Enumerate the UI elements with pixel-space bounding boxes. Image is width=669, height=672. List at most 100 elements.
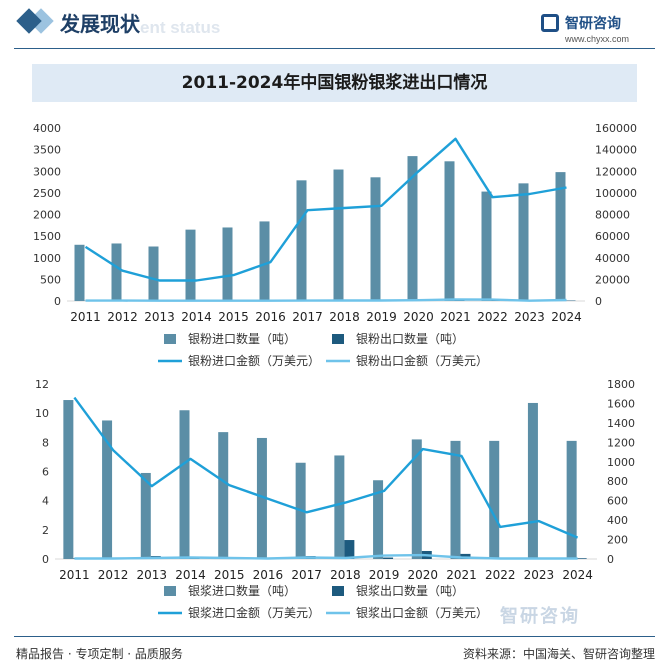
bar [444, 161, 455, 301]
y-left-tick-label: 0 [42, 553, 49, 566]
y-left-tick-label: 12 [35, 378, 49, 391]
y-right-tick-label: 1400 [607, 417, 635, 430]
y-left-tick-label: 6 [42, 466, 49, 479]
x-tick-label: 2019 [369, 568, 400, 582]
series-line [85, 298, 567, 302]
legend-swatch [164, 334, 176, 344]
x-tick-label: 2017 [291, 568, 322, 582]
silver-powder-chart: 0500100015002000250030003500400002000040… [33, 122, 637, 368]
y-left-tick-label: 3500 [33, 144, 61, 157]
logo-url: www.chyxx.com [565, 34, 630, 44]
y-right-tick-label: 100000 [595, 187, 637, 200]
bar [102, 420, 113, 559]
header-divider [14, 48, 655, 49]
series-line [84, 137, 567, 282]
legend-swatch [164, 586, 176, 596]
bar [259, 221, 270, 301]
bar [373, 480, 384, 559]
bar [222, 227, 233, 301]
y-left-tick-label: 2 [42, 524, 49, 537]
x-tick-label: 2024 [562, 568, 593, 582]
y-right-tick-label: 800 [607, 475, 628, 488]
bar [74, 244, 85, 301]
x-tick-label: 2013 [137, 568, 168, 582]
x-tick-label: 2022 [477, 310, 508, 324]
x-tick-label: 2012 [107, 310, 138, 324]
bar [344, 540, 355, 559]
page-footer: 智研咨询 精品报告 · 专项定制 · 品质服务 资料来源：中国海关、智研咨询整理 [0, 606, 669, 672]
y-right-tick-label: 0 [607, 553, 614, 566]
bar [481, 191, 492, 301]
bar [296, 180, 307, 301]
series-line [73, 396, 579, 539]
footer-divider [14, 636, 655, 637]
bar [179, 410, 190, 559]
legend-label: 银粉进口金额（万美元） [188, 353, 320, 368]
y-left-tick-label: 2000 [33, 209, 61, 222]
bar [334, 455, 345, 559]
x-tick-label: 2012 [98, 568, 129, 582]
y-left-tick-label: 500 [40, 273, 61, 286]
x-tick-label: 2021 [440, 310, 471, 324]
y-left-tick-label: 10 [35, 407, 49, 420]
y-left-tick-label: 1000 [33, 252, 61, 265]
bar [518, 183, 529, 301]
legend-label: 银浆出口数量（吨） [356, 583, 464, 598]
bar [555, 172, 566, 301]
x-tick-label: 2015 [218, 310, 249, 324]
bar [489, 440, 500, 559]
bar [576, 558, 587, 559]
y-right-tick-label: 200 [607, 534, 628, 547]
x-tick-label: 2023 [514, 310, 545, 324]
data-source: 资料来源：中国海关、智研咨询整理 [462, 647, 655, 661]
x-tick-label: 2015 [214, 568, 245, 582]
section-title: 发展现状 [60, 12, 140, 36]
y-right-tick-label: 20000 [595, 273, 630, 286]
legend-label: 银粉出口数量（吨） [356, 331, 464, 346]
bar [140, 472, 151, 559]
footer-tagline: 精品报告 · 专项定制 · 品质服务 [16, 647, 183, 661]
bar [333, 169, 344, 301]
x-tick-label: 2023 [524, 568, 555, 582]
x-tick-label: 2018 [330, 568, 361, 582]
x-tick-label: 2014 [175, 568, 206, 582]
bar [148, 246, 159, 301]
y-right-tick-label: 60000 [595, 230, 630, 243]
bar [218, 432, 229, 559]
bar [111, 243, 122, 301]
legend-label: 银浆进口数量（吨） [188, 583, 296, 598]
x-tick-label: 2013 [144, 310, 175, 324]
y-right-tick-label: 0 [595, 295, 602, 308]
x-tick-label: 2014 [181, 310, 212, 324]
section-subtitle: ent status [140, 18, 221, 37]
bar [383, 557, 394, 559]
chart-title: 2011-2024年中国银粉银浆进出口情况 [32, 64, 637, 102]
x-tick-label: 2018 [329, 310, 360, 324]
y-right-tick-label: 80000 [595, 209, 630, 222]
y-right-tick-label: 1800 [607, 378, 635, 391]
bar [411, 439, 422, 559]
legend-swatch [332, 586, 344, 596]
x-tick-label: 2011 [59, 568, 90, 582]
x-tick-label: 2022 [485, 568, 516, 582]
x-tick-label: 2020 [408, 568, 439, 582]
series-line [74, 553, 578, 560]
y-left-tick-label: 8 [42, 436, 49, 449]
bar [407, 156, 418, 301]
bar [63, 400, 74, 559]
page-header: ent status 发展现状 智研咨询 www.chyxx.com [0, 0, 669, 56]
y-right-tick-label: 1000 [607, 456, 635, 469]
bar [370, 177, 381, 301]
legend-label: 银粉出口金额（万美元） [356, 353, 488, 368]
bar [527, 402, 538, 559]
y-left-tick-label: 4 [42, 495, 49, 508]
logo-icon [541, 14, 559, 32]
x-tick-label: 2016 [255, 310, 286, 324]
y-right-tick-label: 1200 [607, 436, 635, 449]
bar [185, 229, 196, 301]
y-left-tick-label: 0 [54, 295, 61, 308]
x-tick-label: 2021 [446, 568, 477, 582]
y-left-tick-label: 1500 [33, 230, 61, 243]
y-right-tick-label: 120000 [595, 165, 637, 178]
bar [256, 437, 267, 559]
